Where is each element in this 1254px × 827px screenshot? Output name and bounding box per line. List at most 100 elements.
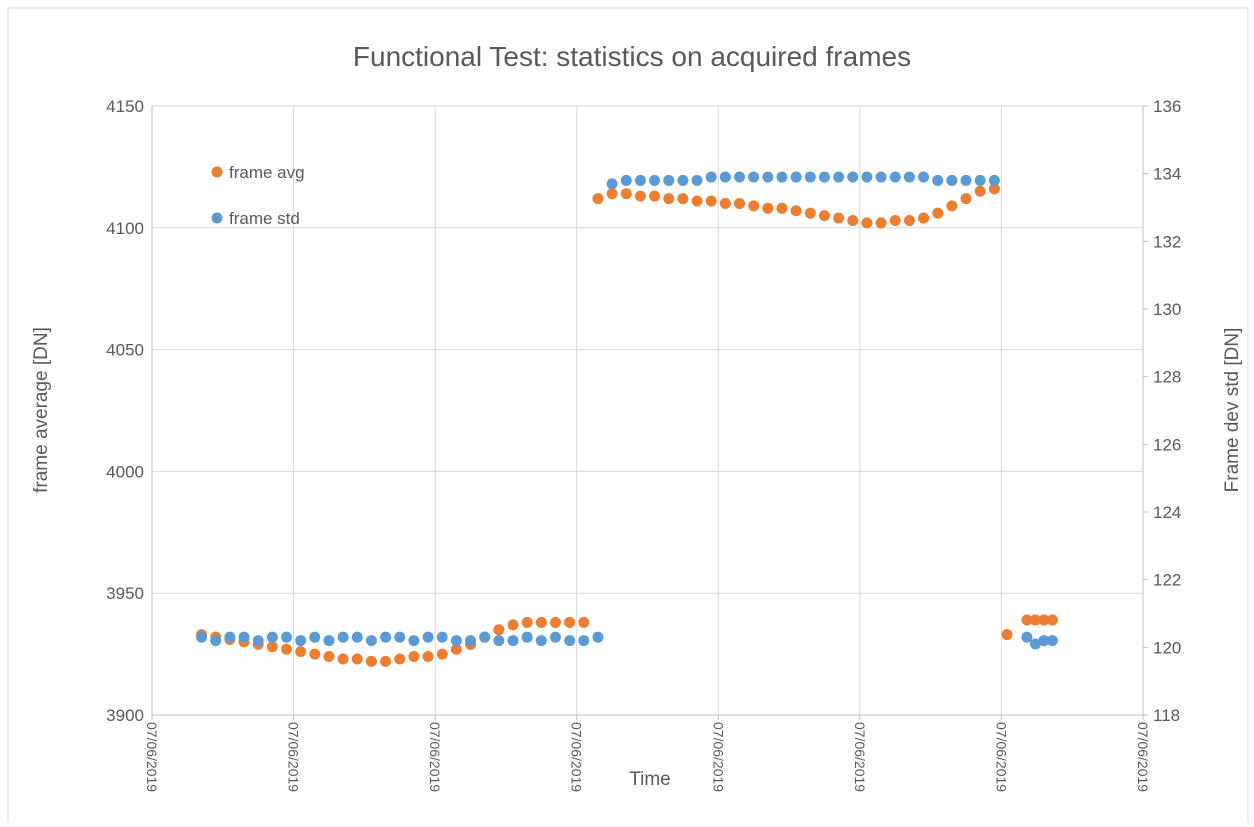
y-tick-label: 4050: [106, 341, 144, 360]
point: [932, 174, 944, 186]
point: [564, 616, 576, 628]
point: [649, 190, 661, 202]
point: [365, 635, 377, 647]
y2-tick-label: 136: [1153, 97, 1181, 116]
x-tick-label: 07/06/2019: [569, 722, 585, 792]
y2-tick-label: 120: [1153, 638, 1181, 657]
point: [394, 631, 406, 643]
point: [1046, 614, 1058, 626]
point: [380, 631, 392, 643]
point: [663, 193, 675, 205]
point: [210, 635, 222, 647]
point: [408, 651, 420, 663]
point: [535, 635, 547, 647]
point: [946, 200, 958, 212]
point: [507, 635, 519, 647]
point: [790, 171, 802, 183]
point: [748, 200, 760, 212]
point: [804, 207, 816, 219]
x-tick-label: 07/06/2019: [286, 722, 302, 792]
y-tick-label: 4000: [106, 462, 144, 481]
point: [861, 217, 873, 229]
y2-tick-label: 118: [1153, 706, 1180, 725]
point: [988, 174, 1000, 186]
point: [266, 631, 278, 643]
point: [450, 635, 462, 647]
point: [507, 619, 519, 631]
point: [351, 631, 363, 643]
point: [365, 655, 377, 667]
point: [889, 214, 901, 226]
point: [465, 635, 477, 647]
point: [578, 635, 590, 647]
y-tick-label: 3950: [106, 584, 144, 603]
point: [238, 631, 250, 643]
y-tick-label: 4100: [106, 219, 144, 238]
point: [493, 635, 505, 647]
y2-tick-label: 132: [1153, 232, 1181, 251]
x-tick-label: 07/06/2019: [993, 722, 1009, 792]
y2-tick-label: 126: [1153, 435, 1181, 454]
x-tick-label: 07/06/2019: [852, 722, 868, 792]
point: [252, 635, 264, 647]
point: [889, 171, 901, 183]
point: [479, 631, 491, 643]
point: [521, 616, 533, 628]
point: [549, 616, 561, 628]
point: [719, 197, 731, 209]
legend-marker: [211, 166, 223, 178]
point: [1021, 631, 1033, 643]
point: [436, 648, 448, 660]
legend-label: frame std: [229, 209, 300, 228]
point: [946, 174, 958, 186]
point: [776, 171, 788, 183]
point: [606, 178, 618, 190]
x-tick-label: 07/06/2019: [427, 722, 443, 792]
point: [918, 212, 930, 224]
point: [521, 631, 533, 643]
point: [196, 631, 208, 643]
point: [804, 171, 816, 183]
point: [436, 631, 448, 643]
point: [974, 174, 986, 186]
y2-tick-label: 128: [1153, 368, 1181, 387]
point: [691, 174, 703, 186]
point: [833, 171, 845, 183]
x-tick-label: 07/06/2019: [1135, 722, 1151, 792]
point: [592, 631, 604, 643]
point: [960, 193, 972, 205]
point: [323, 635, 335, 647]
point: [932, 207, 944, 219]
point: [734, 171, 746, 183]
point: [875, 217, 887, 229]
point: [833, 212, 845, 224]
y-tick-label: 3900: [106, 706, 144, 725]
point: [309, 648, 321, 660]
x-tick-label: 07/06/2019: [144, 722, 160, 792]
point: [818, 210, 830, 222]
y-axis-label: frame average [DN]: [31, 327, 52, 493]
y2-tick-label: 134: [1153, 165, 1181, 184]
legend-marker: [211, 212, 223, 224]
point: [974, 185, 986, 197]
point: [606, 188, 618, 200]
point: [309, 631, 321, 643]
point: [903, 171, 915, 183]
point: [422, 631, 434, 643]
point: [1046, 635, 1058, 647]
point: [394, 653, 406, 665]
point: [1038, 635, 1050, 647]
point: [691, 195, 703, 207]
point: [748, 171, 760, 183]
y2-tick-label: 124: [1153, 503, 1181, 522]
point: [592, 193, 604, 205]
point: [776, 202, 788, 214]
point: [450, 643, 462, 655]
point: [578, 616, 590, 628]
point: [493, 624, 505, 636]
point: [408, 635, 420, 647]
point: [380, 655, 392, 667]
y-tick-label: 4150: [106, 97, 144, 116]
point: [266, 641, 278, 653]
